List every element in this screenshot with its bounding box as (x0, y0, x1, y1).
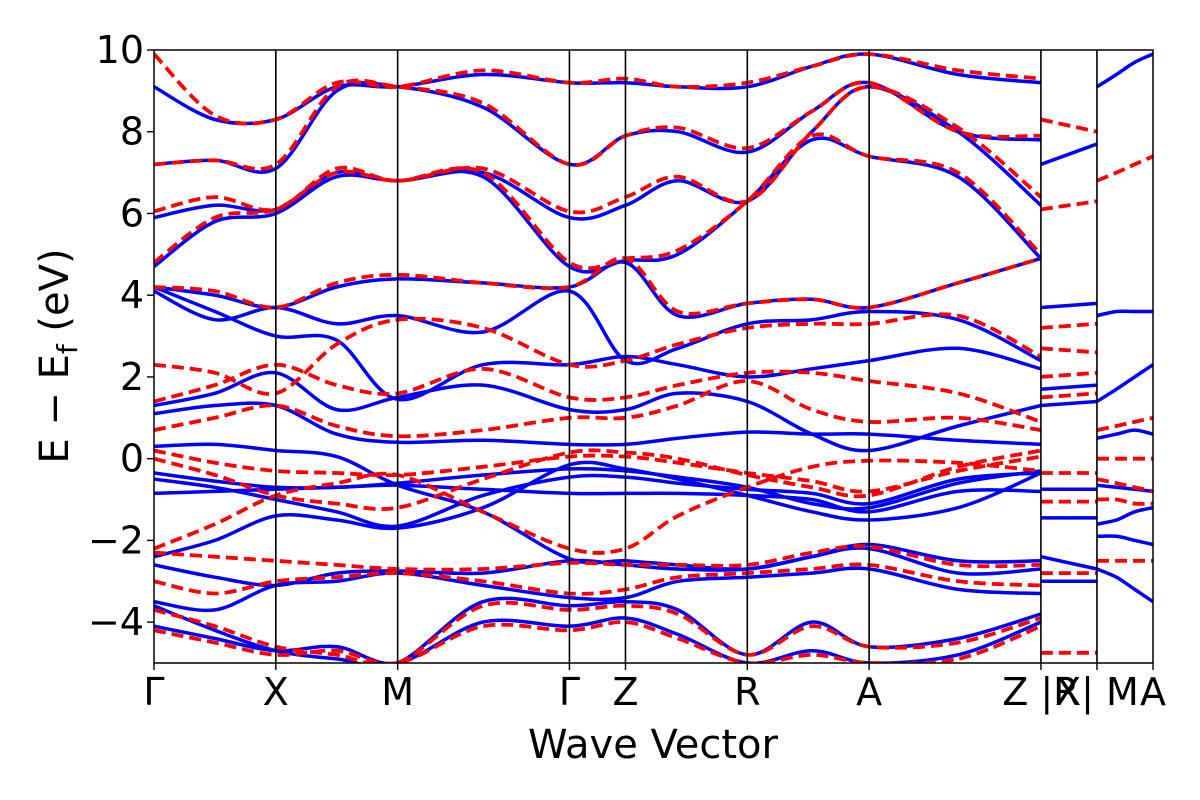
dashed-band-line-11 (154, 544, 1041, 572)
solid-band-line-29 (1096, 483, 1153, 494)
y-axis-title-subscript: f (51, 343, 84, 354)
bands-layer (154, 52, 1153, 663)
high-symmetry-lines (275, 50, 1098, 663)
x-tick-label: Γ (143, 670, 164, 714)
solid-band-line-32 (1096, 567, 1153, 604)
solid-band-line-28 (1096, 309, 1153, 318)
x-tick-label: R (734, 670, 760, 714)
solid-band-line-33 (1096, 52, 1153, 89)
solid-band-line-11 (154, 85, 1043, 221)
x-axis-title: Wave Vector (528, 722, 779, 768)
dashed-band-line-10 (154, 52, 1042, 126)
y-axis-title: E − Ef (eV) (32, 248, 84, 463)
dashed-band-line-17 (1040, 346, 1098, 355)
dashed-band-line-3 (154, 379, 1042, 439)
dashed-band-line-14 (154, 620, 1042, 663)
x-tick-label: M (381, 670, 414, 714)
y-tick-label: −4 (88, 600, 144, 644)
plot-frame (153, 49, 1154, 664)
y-tick-label: 10 (96, 28, 144, 72)
solid-band-line-25 (1040, 554, 1098, 571)
solid-band-line-27 (1096, 363, 1153, 403)
solid-band-line-18 (1040, 399, 1098, 408)
solid-band-line-20 (1040, 301, 1098, 310)
y-tick-label: 6 (120, 191, 144, 235)
solid-band-line-19 (1040, 383, 1098, 391)
dashed-band-line-16 (1040, 370, 1098, 379)
dashed-band-line-18 (1040, 321, 1098, 330)
solid-band-line-21 (1040, 142, 1098, 167)
solid-band-line-30 (1096, 505, 1153, 526)
solid-band-line-31 (1096, 534, 1153, 547)
x-tick-label: X (263, 670, 289, 714)
solid-band-line-26 (1096, 428, 1153, 440)
x-tick-label: Γ (559, 670, 580, 714)
y-tick-label: 8 (120, 110, 144, 154)
x-tick-label: Z |R (1002, 670, 1079, 715)
dashed-band-line-20 (1040, 117, 1098, 134)
y-axis-title-main: E − E (32, 354, 78, 464)
x-tick-label: X| M (1055, 670, 1139, 715)
x-tick-label: A (856, 670, 882, 714)
y-tick-label: −2 (88, 518, 144, 562)
y-axis-ticks: −4 −2 0 2 4 6 8 10 (88, 28, 154, 644)
y-tick-label: 0 (120, 437, 144, 481)
dashed-band-line-15 (1040, 391, 1098, 400)
dashed-band-line-28 (1096, 477, 1153, 494)
y-tick-label: 4 (120, 273, 144, 317)
dashed-band-line-27 (1096, 154, 1153, 183)
dashed-band-line-19 (1040, 199, 1098, 212)
y-tick-label: 2 (120, 355, 144, 399)
y-axis-title-unit: (eV) (32, 248, 78, 344)
x-tick-label: Z (612, 670, 638, 714)
x-tick-label: A (1140, 670, 1166, 714)
dashed-band-line-8 (154, 84, 1043, 215)
dashed-band-line-29 (1096, 497, 1153, 506)
dashed-band-line-26 (1096, 415, 1153, 432)
